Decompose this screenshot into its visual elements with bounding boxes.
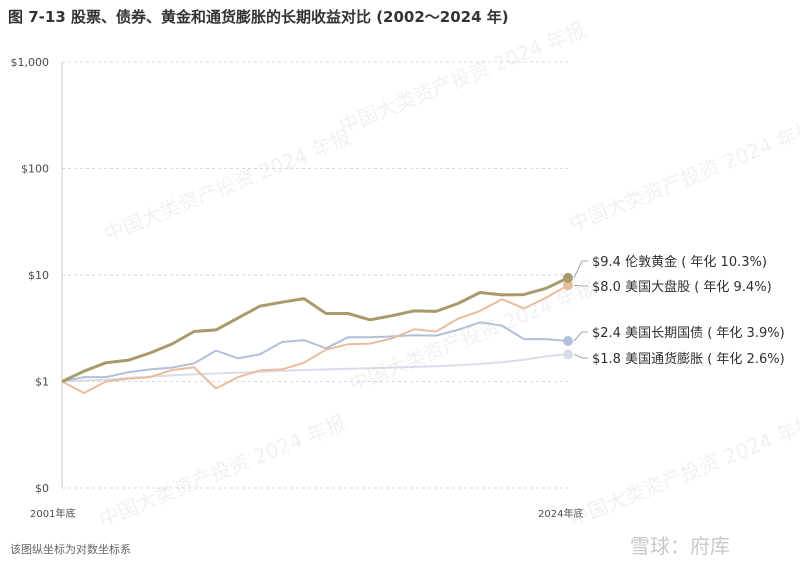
xueqiu-logo: 雪球：府库 <box>630 534 730 558</box>
series-label-1: $8.0 美国大盘股 ( 年化 9.4%) <box>592 279 772 295</box>
leader-line-1 <box>573 284 588 287</box>
chart-title: 图 7-13 股票、债券、黄金和通货膨胀的长期收益对比 (2002～2024 年… <box>8 8 509 26</box>
y-tick-label: $10 <box>28 269 49 282</box>
y-tick-label: $100 <box>21 163 49 176</box>
y-tick-label: $1 <box>35 376 49 389</box>
leader-line-3 <box>573 353 588 359</box>
series-lines <box>61 272 573 394</box>
end-point-2 <box>563 336 573 347</box>
x-axis: 2001年底 2024年底 <box>30 507 583 520</box>
series-labels: $9.4 伦敦黄金 ( 年化 10.3%) $8.0 美国大盘股 ( 年化 9.4… <box>573 254 785 367</box>
series-label-3: $1.8 美国通货膨胀 ( 年化 2.6%) <box>592 351 785 367</box>
y-tick-label: $0 <box>35 482 49 495</box>
series-label-2: $2.4 美国长期国债 ( 年化 3.9%) <box>592 326 785 341</box>
leader-line-2 <box>573 331 588 342</box>
x-tick-label-start: 2001年底 <box>30 507 75 520</box>
grid-lines <box>62 61 568 489</box>
end-point-0 <box>563 272 573 283</box>
y-axis: $0 $1 $10 $100 $1,000 <box>11 56 63 495</box>
series-line-1 <box>61 284 569 394</box>
series-label-0: $9.4 伦敦黄金 ( 年化 10.3%) <box>592 254 767 270</box>
x-tick-label-end: 2024年底 <box>538 507 583 520</box>
leader-line-0 <box>573 260 588 279</box>
series-line-2 <box>61 321 569 383</box>
end-point-3 <box>563 349 573 360</box>
series-line-0 <box>61 276 569 383</box>
footnote: 该图纵坐标为对数坐标系 <box>10 543 131 556</box>
y-tick-label: $1,000 <box>11 56 50 69</box>
end-point-1 <box>563 280 573 291</box>
